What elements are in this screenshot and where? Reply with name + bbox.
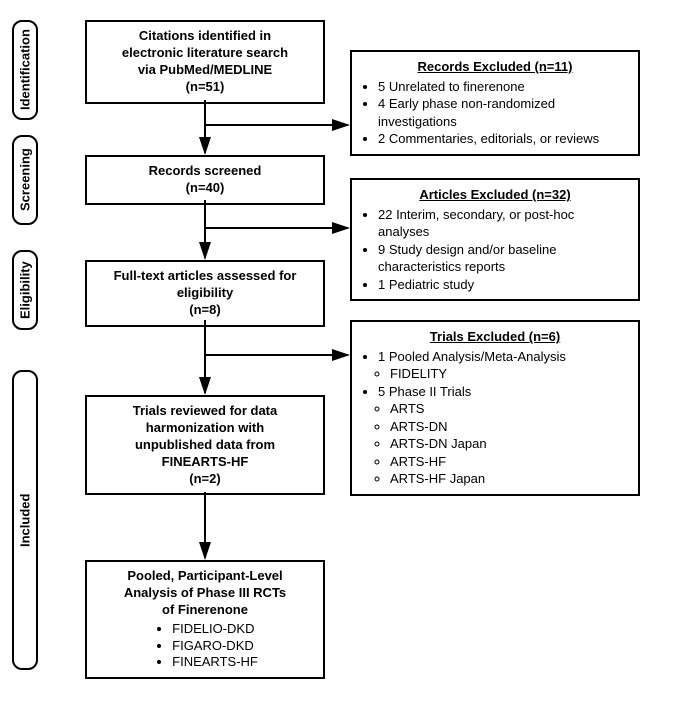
line: Citations identified in <box>139 28 271 45</box>
box-records-screened: Records screened (n=40) <box>85 155 325 205</box>
box-articles-excluded: Articles Excluded (n=32) 22 Interim, sec… <box>350 178 640 301</box>
line: Analysis of Phase III RCTs <box>124 585 286 602</box>
line: Pooled, Participant-Level <box>127 568 282 585</box>
list-item: 9 Study design and/or baseline character… <box>378 241 628 276</box>
line: electronic literature search <box>122 45 288 62</box>
list-item: 4 Early phase non-randomized investigati… <box>378 95 628 130</box>
exclusion-sublist: FIDELITY <box>362 365 628 383</box>
stage-identification: Identification <box>12 20 38 120</box>
list-item: FIGARO-DKD <box>172 638 258 655</box>
exclusion-sublist: ARTS ARTS-DN ARTS-DN Japan ARTS-HF ARTS-… <box>362 400 628 488</box>
line: (n=2) <box>189 471 220 488</box>
box-records-excluded: Records Excluded (n=11) 5 Unrelated to f… <box>350 50 640 156</box>
line: Records screened <box>149 163 262 180</box>
line: (n=51) <box>186 79 225 96</box>
list-item: 22 Interim, secondary, or post-hoc analy… <box>378 206 628 241</box>
line: Trials reviewed for data <box>133 403 278 420</box>
line: FINEARTS-HF <box>162 454 249 471</box>
line: via PubMed/MEDLINE <box>138 62 272 79</box>
stage-included: Included <box>12 370 38 670</box>
side-title: Trials Excluded (n=6) <box>362 328 628 346</box>
list-item: ARTS-DN Japan <box>390 435 628 453</box>
list-item: FIDELIO-DKD <box>172 621 258 638</box>
list-item: ARTS-DN <box>390 418 628 436</box>
line: (n=40) <box>186 180 225 197</box>
list-item: ARTS <box>390 400 628 418</box>
list-item: ARTS-HF <box>390 453 628 471</box>
stage-label-text: Eligibility <box>18 261 33 319</box>
list-item: 1 Pediatric study <box>378 276 628 294</box>
list-item: FIDELITY <box>390 365 628 383</box>
list-item: 1 Pooled Analysis/Meta-Analysis <box>378 348 628 366</box>
stage-label-text: Screening <box>18 149 33 212</box>
exclusion-list: 22 Interim, secondary, or post-hoc analy… <box>362 206 628 294</box>
exclusion-list: 5 Unrelated to finerenone 4 Early phase … <box>362 78 628 148</box>
line: Full-text articles assessed for <box>114 268 297 285</box>
list-item: ARTS-HF Japan <box>390 470 628 488</box>
exclusion-list: 1 Pooled Analysis/Meta-Analysis <box>362 348 628 366</box>
box-trials-excluded: Trials Excluded (n=6) 1 Pooled Analysis/… <box>350 320 640 496</box>
stage-label-text: Identification <box>18 30 33 111</box>
list-item: 5 Unrelated to finerenone <box>378 78 628 96</box>
box-trials-reviewed: Trials reviewed for data harmonization w… <box>85 395 325 495</box>
exclusion-list: 5 Phase II Trials <box>362 383 628 401</box>
list-item: FINEARTS-HF <box>172 654 258 671</box>
box-fulltext-assessed: Full-text articles assessed for eligibil… <box>85 260 325 327</box>
line: of Finerenone <box>162 602 248 619</box>
list-item: 2 Commentaries, editorials, or reviews <box>378 130 628 148</box>
line: (n=8) <box>189 302 220 319</box>
final-trials-list: FIDELIO-DKD FIGARO-DKD FINEARTS-HF <box>152 621 258 672</box>
line: harmonization with <box>146 420 264 437</box>
list-item: 5 Phase II Trials <box>378 383 628 401</box>
line: unpublished data from <box>135 437 275 454</box>
stage-label-text: Included <box>18 493 33 546</box>
side-title: Records Excluded (n=11) <box>362 58 628 76</box>
side-title: Articles Excluded (n=32) <box>362 186 628 204</box>
stage-screening: Screening <box>12 135 38 225</box>
box-citations-identified: Citations identified in electronic liter… <box>85 20 325 104</box>
box-pooled-analysis: Pooled, Participant-Level Analysis of Ph… <box>85 560 325 679</box>
stage-eligibility: Eligibility <box>12 250 38 330</box>
line: eligibility <box>177 285 233 302</box>
